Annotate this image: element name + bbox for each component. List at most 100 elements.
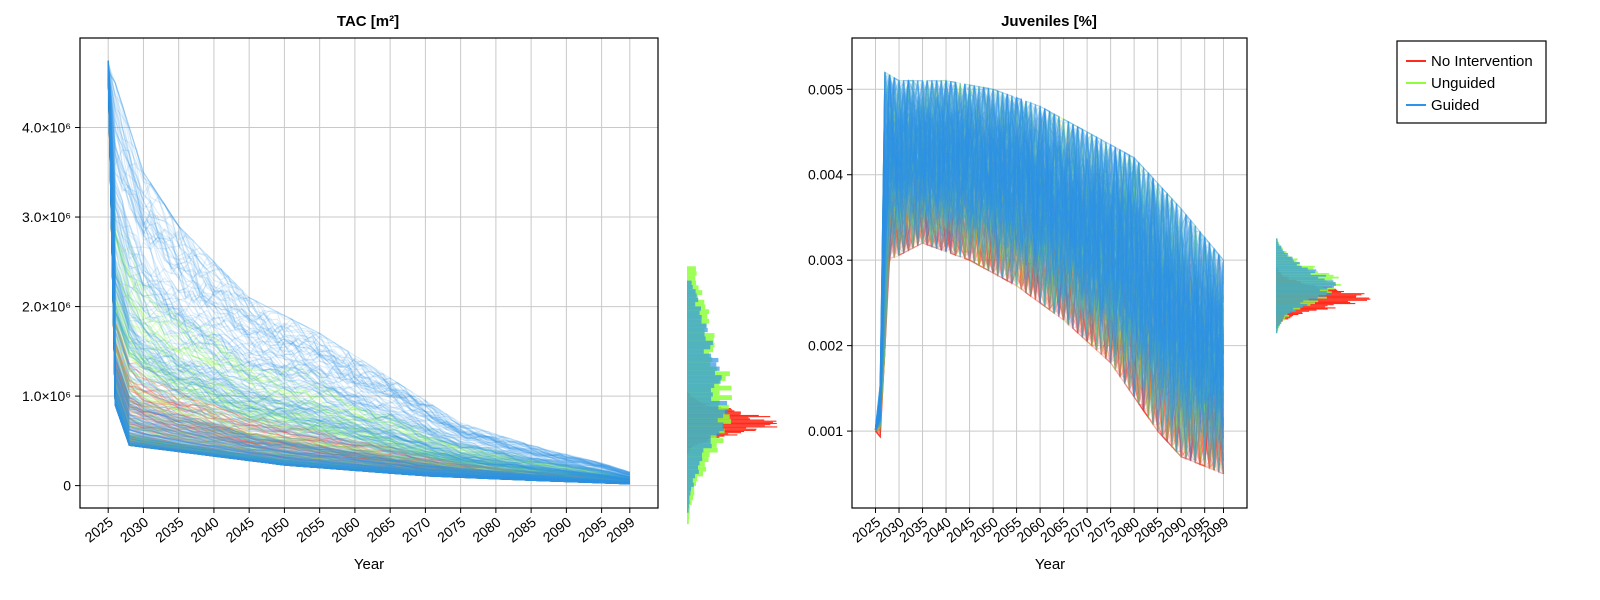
- no-intervention-line: [107, 67, 630, 484]
- no-intervention-line: [107, 60, 630, 485]
- no-intervention-line: [874, 121, 1225, 431]
- guided-line: [107, 68, 630, 479]
- no-intervention-line: [874, 117, 1225, 474]
- no-intervention-line: [107, 64, 630, 482]
- guided-line: [107, 63, 630, 485]
- juveniles-gridlines: [852, 38, 1247, 508]
- guided-line: [107, 61, 630, 485]
- guided-hist-bar: [1276, 309, 1297, 312]
- unguided-line: [107, 64, 630, 485]
- guided-line: [107, 72, 630, 484]
- guided-line: [107, 66, 630, 476]
- guided-line: [107, 68, 630, 481]
- guided-line: [874, 80, 1225, 430]
- unguided-line: [107, 69, 630, 481]
- guided-line: [107, 61, 630, 478]
- no-intervention-line: [107, 61, 630, 484]
- unguided-line: [107, 63, 630, 479]
- unguided-line: [107, 70, 630, 484]
- unguided-hist-bar: [687, 490, 695, 496]
- no-intervention-line: [874, 133, 1225, 474]
- unguided-line: [875, 178, 1224, 471]
- guided-line: [107, 72, 630, 479]
- guided-hist-bar: [687, 392, 713, 397]
- no-intervention-line: [107, 65, 630, 485]
- guided-line: [107, 69, 630, 473]
- guided-hist-bar: [1276, 245, 1282, 248]
- guided-line: [874, 93, 1225, 461]
- unguided-hist-bar: [687, 519, 689, 525]
- guided-line: [107, 66, 630, 484]
- x-tick-label: 2099: [603, 514, 638, 546]
- guided-hist-bar: [687, 495, 690, 500]
- guided-line: [874, 74, 1225, 430]
- unguided-line: [874, 82, 1225, 430]
- guided-line: [874, 78, 1225, 429]
- no-intervention-line: [107, 69, 630, 485]
- guided-hist-bar: [687, 379, 721, 384]
- guided-line: [107, 70, 630, 477]
- guided-line: [874, 92, 1225, 430]
- guided-line: [107, 69, 630, 479]
- unguided-line: [874, 80, 1225, 430]
- guided-line: [874, 80, 1225, 437]
- no-intervention-line: [107, 63, 630, 485]
- unguided-line: [874, 110, 1225, 458]
- guided-line: [107, 70, 630, 485]
- unguided-line: [107, 67, 630, 480]
- guided-line: [874, 73, 1225, 429]
- guided-line: [107, 64, 630, 484]
- guided-line: [874, 123, 1225, 469]
- unguided-line: [874, 80, 1225, 430]
- unguided-line: [107, 67, 630, 481]
- unguided-line: [874, 88, 1225, 430]
- guided-hist-bar: [687, 504, 689, 509]
- unguided-line: [107, 66, 630, 483]
- guided-line: [874, 80, 1225, 430]
- guided-line: [107, 71, 630, 479]
- unguided-line: [874, 72, 1225, 430]
- guided-line: [107, 68, 630, 482]
- guided-line: [107, 69, 630, 485]
- guided-line: [107, 67, 630, 485]
- no-intervention-line: [107, 62, 630, 484]
- guided-line: [874, 82, 1225, 430]
- guided-line: [107, 71, 630, 479]
- no-intervention-line: [875, 127, 1225, 465]
- no-intervention-line: [107, 67, 630, 484]
- guided-line: [874, 86, 1225, 430]
- guided-line: [874, 136, 1225, 461]
- unguided-line: [107, 71, 630, 483]
- guided-line: [107, 60, 630, 483]
- guided-line: [107, 64, 630, 484]
- guided-line: [107, 69, 630, 485]
- guided-hist-bar: [1276, 298, 1318, 301]
- guided-line: [874, 92, 1225, 430]
- guided-line: [107, 63, 630, 485]
- guided-hist-bar: [1276, 322, 1281, 325]
- guided-line: [874, 82, 1225, 430]
- guided-line: [874, 117, 1225, 435]
- guided-line: [107, 64, 630, 483]
- guided-line: [107, 70, 630, 474]
- unguided-line: [874, 80, 1225, 451]
- guided-hist-bar: [1276, 265, 1302, 268]
- y-tick-label: 0: [63, 478, 71, 494]
- guided-hist-bar: [1276, 256, 1293, 259]
- guided-line: [107, 72, 630, 484]
- unguided-line: [107, 63, 630, 485]
- y-tick-label: 0.001: [808, 423, 843, 439]
- unguided-line: [107, 69, 630, 483]
- guided-line: [107, 64, 630, 485]
- guided-line: [107, 71, 630, 484]
- no-intervention-line: [875, 167, 1225, 469]
- unguided-line: [107, 60, 630, 482]
- guided-line: [107, 68, 630, 484]
- guided-line: [107, 62, 630, 484]
- guided-line: [107, 68, 631, 474]
- guided-line: [107, 61, 630, 485]
- guided-line: [107, 61, 630, 485]
- unguided-line: [874, 80, 1224, 453]
- unguided-line: [875, 142, 1224, 452]
- guided-hist-bar: [687, 418, 718, 423]
